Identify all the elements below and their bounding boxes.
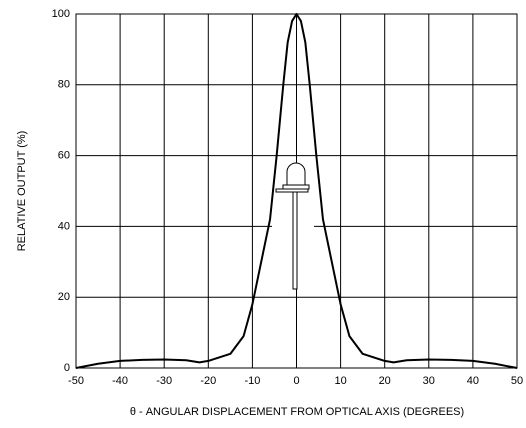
led-flange (282, 184, 310, 190)
x-tick-label: -50 (68, 375, 84, 387)
y-tick-label: 20 (58, 291, 70, 303)
y-tick-label: 100 (52, 8, 70, 20)
x-tick-label: 10 (334, 375, 346, 387)
y-tick-label: 0 (64, 362, 70, 374)
x-axis-label: θ - ANGULAR DISPLACEMENT FROM OPTICAL AX… (130, 406, 464, 418)
y-tick-label: 40 (58, 220, 70, 232)
led-dome (286, 162, 306, 188)
led-lead (292, 191, 298, 290)
x-tick-label: 0 (293, 375, 299, 387)
x-tick-label: 30 (423, 375, 435, 387)
x-tick-label: 20 (379, 375, 391, 387)
data-line (75, 13, 518, 369)
x-tick-label: 40 (467, 375, 479, 387)
led-icon (275, 162, 310, 290)
led-base (275, 188, 309, 193)
x-tick-label: 50 (511, 375, 523, 387)
x-tick-label: -10 (244, 375, 260, 387)
x-tick-label: -30 (156, 375, 172, 387)
y-tick-label: 80 (58, 79, 70, 91)
x-tick-label: -20 (200, 375, 216, 387)
y-axis-label: RELATIVE OUTPUT (%) (16, 131, 28, 252)
x-tick-label: -40 (112, 375, 128, 387)
y-tick-label: 60 (58, 150, 70, 162)
